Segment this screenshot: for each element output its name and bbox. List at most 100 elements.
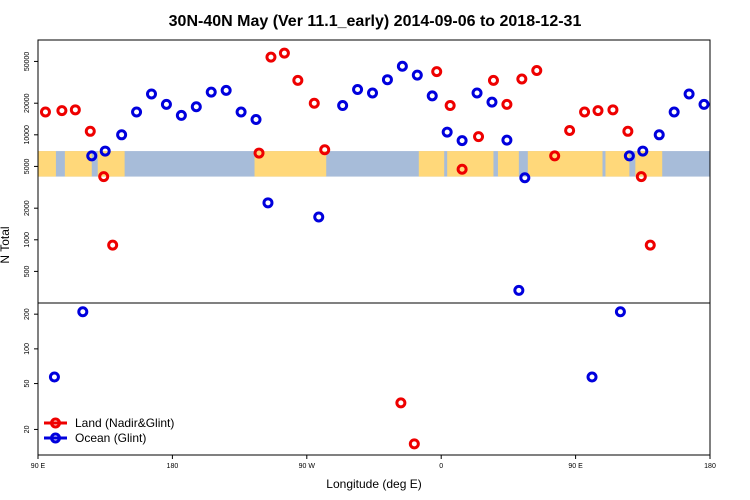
legend-ocean-marker	[50, 432, 61, 444]
ocean-point	[501, 134, 513, 146]
ocean-point	[471, 87, 483, 99]
x-tick-label: 180	[167, 463, 179, 470]
land-point	[644, 239, 656, 251]
land-point	[622, 125, 634, 137]
map-land	[497, 151, 519, 177]
land-point	[549, 150, 561, 162]
land-point	[564, 124, 576, 136]
map-land	[418, 151, 445, 177]
land-point	[456, 163, 468, 175]
land-point	[531, 64, 543, 76]
ocean-point	[513, 284, 525, 296]
ocean-point	[250, 113, 262, 125]
land-point	[487, 74, 499, 86]
y-tick-label: 100	[24, 343, 31, 355]
ocean-point	[486, 96, 498, 108]
land-point	[444, 100, 456, 112]
y-tick-label: 20	[24, 425, 31, 433]
ocean-point	[99, 145, 111, 157]
y-tick-label: 5000	[24, 159, 31, 175]
land-point	[607, 104, 619, 116]
ocean-point	[220, 84, 232, 96]
land-point	[395, 397, 407, 409]
land-point	[69, 104, 81, 116]
land-point	[98, 171, 110, 183]
ocean-point	[367, 87, 379, 99]
ocean-point	[698, 98, 710, 110]
legend-land-label: Land (Nadir&Glint)	[75, 416, 174, 430]
land-point	[473, 131, 485, 143]
y-tick-label: 10000	[24, 125, 31, 145]
land-point	[253, 147, 265, 159]
map-land	[447, 151, 494, 177]
map-land	[254, 151, 327, 177]
ocean-point	[668, 106, 680, 118]
x-tick-label: 90 E	[568, 463, 583, 470]
ocean-point	[586, 371, 598, 383]
x-axis-ticks: 90 E 180 90 W 0 90 E 180	[31, 455, 716, 470]
land-point	[592, 105, 604, 117]
ocean-point	[623, 150, 635, 162]
ocean-point	[190, 101, 202, 113]
land-point	[308, 97, 320, 109]
ocean-point	[116, 129, 128, 141]
ocean-point	[145, 88, 157, 100]
ocean-point	[131, 106, 143, 118]
ocean-point	[614, 306, 626, 318]
y-tick-label: 500	[24, 265, 31, 277]
map-land	[605, 151, 630, 177]
land-point	[107, 239, 119, 251]
ocean-point	[456, 135, 468, 147]
land-point	[501, 98, 513, 110]
y-axis-ticks: 500 1000 2000 5000 10000 20000 50000 20 50 100 200	[24, 52, 38, 433]
ocean-point	[86, 150, 98, 162]
land-point	[84, 125, 96, 137]
ocean-point	[352, 84, 364, 96]
y-tick-label: 50	[24, 380, 31, 388]
ocean-point	[396, 60, 408, 72]
ocean-point	[235, 106, 247, 118]
land-point	[265, 51, 277, 63]
land-point	[292, 74, 304, 86]
ocean-point	[653, 129, 665, 141]
x-tick-label: 0	[439, 463, 443, 470]
ocean-point	[441, 126, 453, 138]
world-map-band	[38, 151, 710, 177]
legend-ocean-label: Ocean (Glint)	[75, 431, 146, 445]
ocean-point	[262, 197, 274, 209]
ocean-point	[205, 86, 217, 98]
y-tick-label: 20000	[24, 93, 31, 113]
plot-frame-lower	[37, 302, 711, 456]
y-tick-label: 50000	[24, 52, 31, 72]
y-tick-label: 200	[24, 308, 31, 320]
ocean-point	[381, 74, 393, 86]
land-point	[516, 73, 528, 85]
ocean-point	[77, 306, 89, 318]
x-tick-label: 180	[704, 463, 716, 470]
ocean-point	[160, 98, 172, 110]
ocean-point	[683, 88, 695, 100]
legend-land-marker	[50, 417, 61, 429]
land-point	[431, 66, 443, 78]
land-point	[39, 106, 51, 118]
land-point	[319, 144, 331, 156]
ocean-point	[175, 109, 187, 121]
y-tick-label: 2000	[24, 200, 31, 216]
data-points	[39, 47, 710, 450]
ocean-point	[337, 100, 349, 112]
land-point	[56, 105, 68, 117]
map-land	[527, 151, 603, 177]
land-point	[408, 438, 420, 450]
land-point	[579, 106, 591, 118]
legend: Land (Nadir&Glint) Ocean (Glint)	[44, 416, 174, 445]
map-land	[38, 151, 56, 177]
y-tick-label: 1000	[24, 232, 31, 248]
y-axis-label: N Total	[0, 226, 12, 263]
x-tick-label: 90 W	[299, 463, 316, 470]
ocean-point	[519, 172, 531, 184]
ocean-point	[637, 145, 649, 157]
x-tick-label: 90 E	[31, 463, 46, 470]
ocean-point	[426, 90, 438, 102]
ocean-point	[313, 211, 325, 223]
